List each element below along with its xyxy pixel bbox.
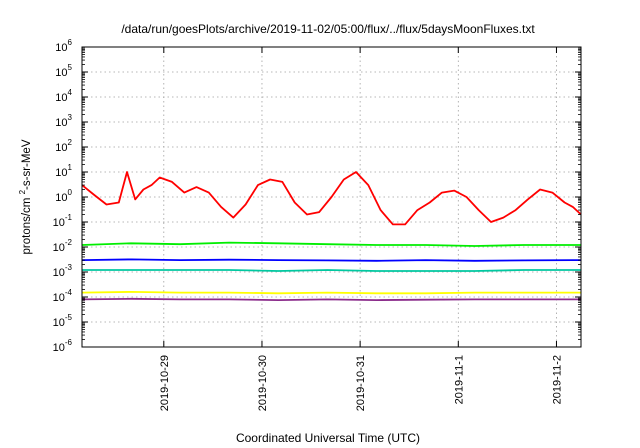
y-tick-label-exponent: 2: [68, 138, 73, 147]
y-tick-label-exponent: -3: [65, 263, 73, 272]
y-tick-label-base: 10: [55, 67, 67, 79]
y-tick-label-base: 10: [55, 42, 67, 54]
y-tick-label: 10-3: [53, 263, 73, 279]
series-lines: [81, 171, 582, 302]
x-tick-label: 2019-11-1: [453, 355, 465, 404]
y-tick-label: 10-4: [53, 288, 73, 304]
y-tick-label-base: 10: [55, 142, 67, 154]
y-tick-label: 10-5: [53, 313, 73, 329]
y-tick-label: 10-6: [53, 338, 73, 354]
y-tick-label: 103: [55, 113, 72, 129]
x-axis-label: Coordinated Universal Time (UTC): [236, 431, 420, 445]
y-tick-label-base: 10: [53, 292, 65, 304]
y-tick-label-exponent: 6: [68, 38, 73, 47]
y-tick-label-exponent: -5: [65, 313, 73, 322]
y-tick-label-base: 10: [55, 192, 67, 204]
y-tick-label: 102: [55, 138, 72, 154]
y-tick-label: 105: [55, 63, 72, 79]
y-tick-label-exponent: 3: [68, 113, 73, 122]
y-tick-label-exponent: 5: [68, 63, 73, 72]
series-line: [81, 258, 581, 262]
x-tick-label: 2019-10-30: [257, 355, 269, 411]
x-tick-label: 2019-10-29: [159, 355, 171, 411]
y-axis-label-rest: -s-sr-MeV: [21, 139, 33, 190]
y-tick-label-base: 10: [53, 217, 65, 229]
series-line: [82, 269, 581, 272]
y-tick-label-exponent: -2: [65, 238, 73, 247]
y-tick-label: 10-1: [53, 213, 73, 229]
y-tick-label-exponent: 0: [68, 188, 73, 197]
y-tick-label: 104: [55, 88, 72, 104]
series-line: [81, 290, 581, 295]
y-tick-label: 10-2: [53, 238, 73, 254]
y-axis: 10-610-510-410-310-210-11001011021031041…: [53, 38, 581, 354]
x-tick-label: 2019-11-2: [551, 355, 563, 404]
y-axis-label-text: protons/cm: [21, 198, 33, 255]
y-tick-label-exponent: 4: [68, 88, 73, 97]
y-axis-label-superscript: 2: [18, 189, 27, 194]
y-tick-label: 101: [55, 163, 72, 179]
y-tick-label-exponent: -4: [65, 288, 73, 297]
series-line: [81, 171, 582, 226]
x-tick-label: 2019-10-31: [355, 355, 367, 411]
series-line: [81, 241, 581, 247]
y-axis-label: protons/cm 2-s-sr-MeV: [18, 139, 33, 254]
y-tick-label-base: 10: [53, 317, 65, 329]
y-tick-label-base: 10: [53, 267, 65, 279]
y-tick-label-exponent: -6: [65, 338, 73, 347]
y-tick-label: 106: [55, 38, 72, 54]
y-tick-label: 100: [55, 188, 72, 204]
series-line: [81, 297, 581, 302]
y-tick-label-base: 10: [55, 92, 67, 104]
y-tick-label-base: 10: [55, 167, 67, 179]
x-axis: 2019-10-29 2019-10-30 2019-10-31 2019-11-1 2…: [159, 47, 563, 411]
chart-title: /data/run/goesPlots/archive/2019-11-02/0…: [121, 22, 535, 36]
y-tick-label-base: 10: [53, 342, 65, 354]
y-tick-label-exponent: 1: [68, 163, 73, 172]
y-tick-label-base: 10: [55, 117, 67, 129]
y-tick-label-exponent: -1: [65, 213, 73, 222]
y-tick-label-base: 10: [53, 242, 65, 254]
